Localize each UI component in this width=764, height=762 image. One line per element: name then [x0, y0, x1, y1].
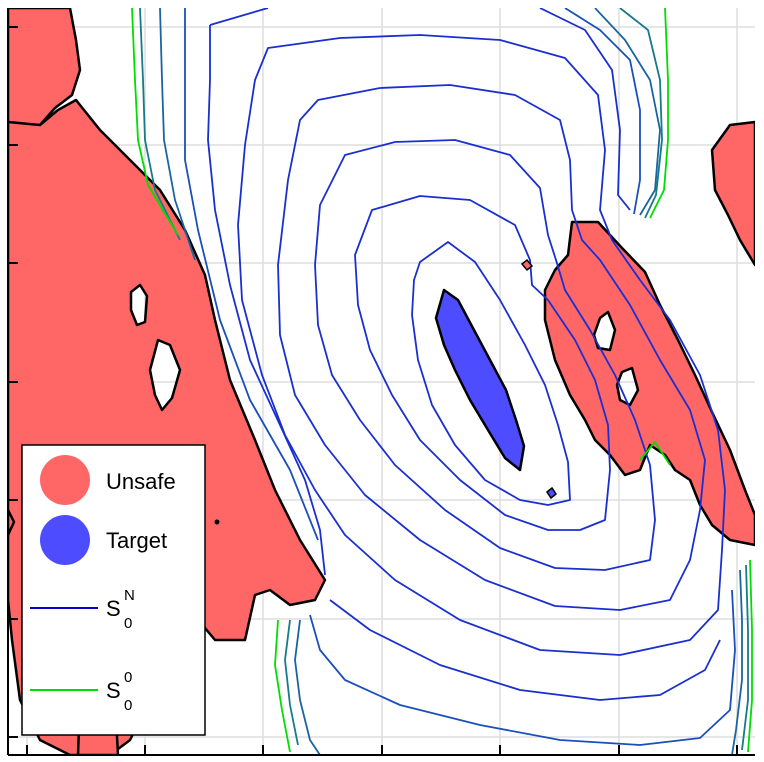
legend-sup-sn0: N: [124, 587, 135, 604]
unsafe-region-left-edge: [8, 508, 16, 537]
legend-sub-s00: 0: [124, 697, 132, 714]
contour-level-6: [207, 8, 721, 701]
contour-lines: [131, 8, 753, 755]
target-region-small: [545, 486, 558, 500]
contour-level-9: [139, 8, 749, 751]
unsafe-dot: [214, 519, 220, 525]
contour-level-7: [184, 8, 736, 746]
legend-label-unsafe: Unsafe: [106, 469, 176, 494]
target-region-dot: [520, 258, 534, 272]
legend-label-sn0: S: [106, 596, 121, 621]
legend-swatch-unsafe: [40, 455, 90, 505]
legend-sup-s00: 0: [124, 669, 132, 686]
contour-level-1: [411, 241, 571, 506]
contour-level-3: [314, 139, 656, 571]
contour-level-4: [277, 84, 706, 611]
contour-level-5: [237, 34, 726, 656]
legend-sub-sn0: 0: [124, 615, 132, 632]
legend-swatch-target: [40, 515, 90, 565]
contour-level-8: [159, 8, 743, 755]
contour-level-2: [354, 195, 611, 531]
contour-level-s00: [131, 8, 753, 753]
unsafe-region-right: [710, 120, 755, 267]
target-region: [434, 288, 526, 472]
axes-frame: [7, 8, 755, 756]
unsafe-region-center: [543, 220, 755, 547]
legend-label-target: Target: [106, 528, 167, 553]
legend: Unsafe Target S N 0 S 0 0: [21, 444, 206, 736]
legend-label-s00: S: [106, 678, 121, 703]
